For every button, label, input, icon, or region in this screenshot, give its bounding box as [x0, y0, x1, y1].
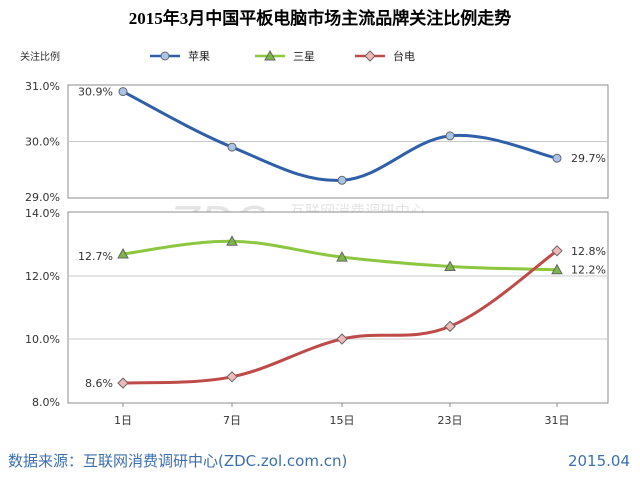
- data-label: 30.9%: [78, 86, 113, 99]
- data-point: [551, 245, 563, 257]
- footer-date: 2015.04: [568, 452, 630, 470]
- chart-title: 2015年3月中国平板电脑市场主流品牌关注比例走势: [129, 8, 512, 28]
- y-tick-label: 31.0%: [25, 80, 60, 93]
- panel-1: 14.0% 12.0% 10.0% 8.0% 12.7% 12.2% 8.6% 12.8%: [25, 207, 609, 409]
- data-point: [552, 153, 562, 163]
- legend-item-苹果: 苹果: [150, 49, 210, 63]
- data-label: 8.6%: [85, 377, 113, 390]
- y-tick-label: 8.0%: [32, 396, 60, 409]
- y-tick-label: 14.0%: [25, 207, 60, 220]
- data-point: [226, 371, 238, 383]
- y-tick-label: 30.0%: [25, 136, 60, 149]
- data-label: 12.7%: [78, 250, 113, 263]
- x-tick-label: 1日: [114, 414, 132, 427]
- y-tick-label: 10.0%: [25, 333, 60, 346]
- panel-frame-1: [67, 211, 609, 404]
- footer-source: 数据来源：互联网消费调研中心(ZDC.zol.com.cn): [8, 452, 347, 470]
- y-tick-label: 29.0%: [25, 191, 60, 204]
- data-point: [118, 87, 128, 97]
- data-label: 12.8%: [571, 245, 606, 258]
- data-point: [117, 377, 129, 389]
- data-point: [336, 333, 348, 345]
- x-tick-label: 7日: [223, 414, 241, 427]
- data-point: [551, 263, 563, 275]
- data-point: [337, 175, 347, 185]
- x-tick-label: 31日: [545, 414, 570, 427]
- legend-marker: [364, 50, 376, 62]
- x-tick-label: 15日: [330, 414, 355, 427]
- legend-item-台电: 台电: [355, 49, 415, 63]
- data-point: [444, 260, 456, 271]
- data-label: 29.7%: [571, 152, 606, 165]
- data-point: [445, 131, 455, 141]
- legend-item-三星: 三星: [255, 49, 315, 63]
- legend-marker: [264, 49, 276, 61]
- data-point: [117, 247, 129, 259]
- x-tick-label: 23日: [438, 414, 463, 427]
- data-label: 12.2%: [571, 264, 606, 277]
- legend-marker: [160, 51, 170, 61]
- data-point: [336, 251, 348, 262]
- data-point: [227, 142, 237, 152]
- legend-label: 苹果: [188, 49, 210, 63]
- data-point: [226, 235, 238, 246]
- legend-label: 台电: [393, 49, 415, 63]
- data-point: [444, 320, 456, 333]
- y-tick-label: 12.0%: [25, 270, 60, 283]
- panel-0: 31.0% 30.0% 29.0% 30.9% 29.7%: [25, 80, 609, 204]
- y-axis-label: 关注比例: [20, 50, 60, 63]
- legend-label: 三星: [293, 50, 315, 63]
